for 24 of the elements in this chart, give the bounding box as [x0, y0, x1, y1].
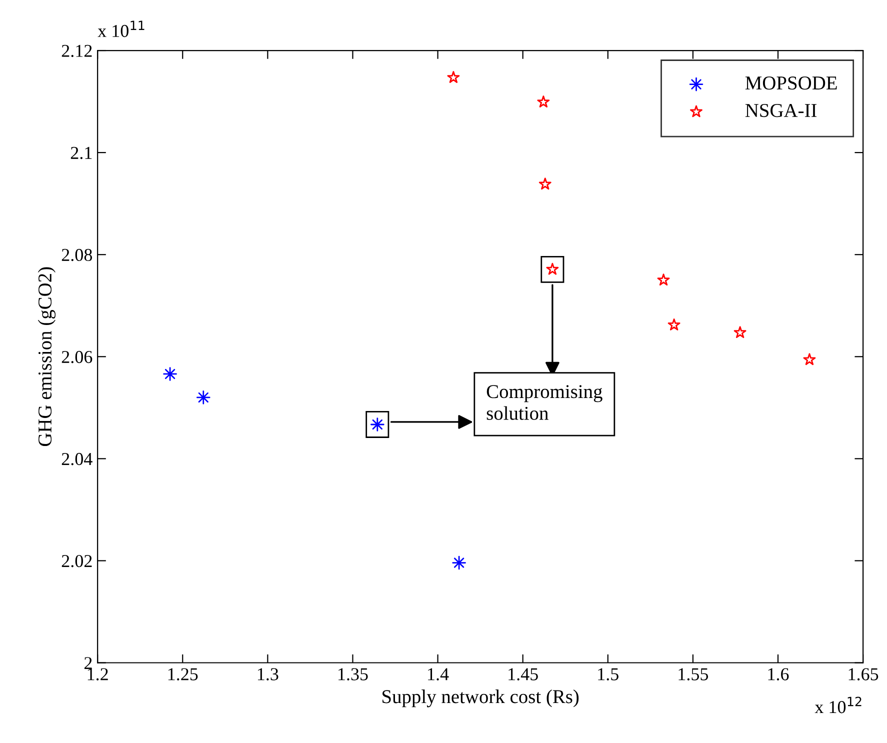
y-tick-label: 2	[84, 657, 92, 670]
x-axis-title: Supply network cost (Rs)	[382, 690, 579, 708]
y-tick-label: 2.04	[62, 452, 92, 466]
x-tick-label: 1.4	[428, 668, 449, 680]
x-tick-label: 1.2	[88, 668, 108, 680]
x-tick-label: 1.3	[258, 668, 278, 680]
annotation: Compromising solution	[486, 385, 602, 420]
y-tick-label: 2.06	[62, 350, 92, 364]
x-tick-label: 1.55	[678, 668, 708, 680]
x-tick-label: 1.45	[508, 668, 538, 680]
x-tick-label: 1.6	[768, 668, 789, 680]
x-tick-label: 1.25	[168, 668, 198, 680]
y-tick-label: 2.02	[62, 554, 92, 568]
y-tick-label: 2.1	[70, 146, 92, 160]
x-tick-label: 1.5	[598, 668, 618, 680]
y-tick-label: 2.08	[62, 248, 92, 262]
legend-label: MOPSODE	[745, 76, 837, 90]
x-tick-label: 1.65	[848, 668, 878, 680]
y-tick-label: 2.12	[62, 44, 92, 58]
x-tick-label: 1.35	[338, 668, 368, 680]
text: x 10$^{12}$	[814, 696, 862, 714]
y-axis-title: GHG emission (gCO2)	[38, 267, 56, 446]
text: x 10$^{11}$	[98, 20, 144, 38]
legend-label: NSGA-II	[745, 104, 817, 118]
